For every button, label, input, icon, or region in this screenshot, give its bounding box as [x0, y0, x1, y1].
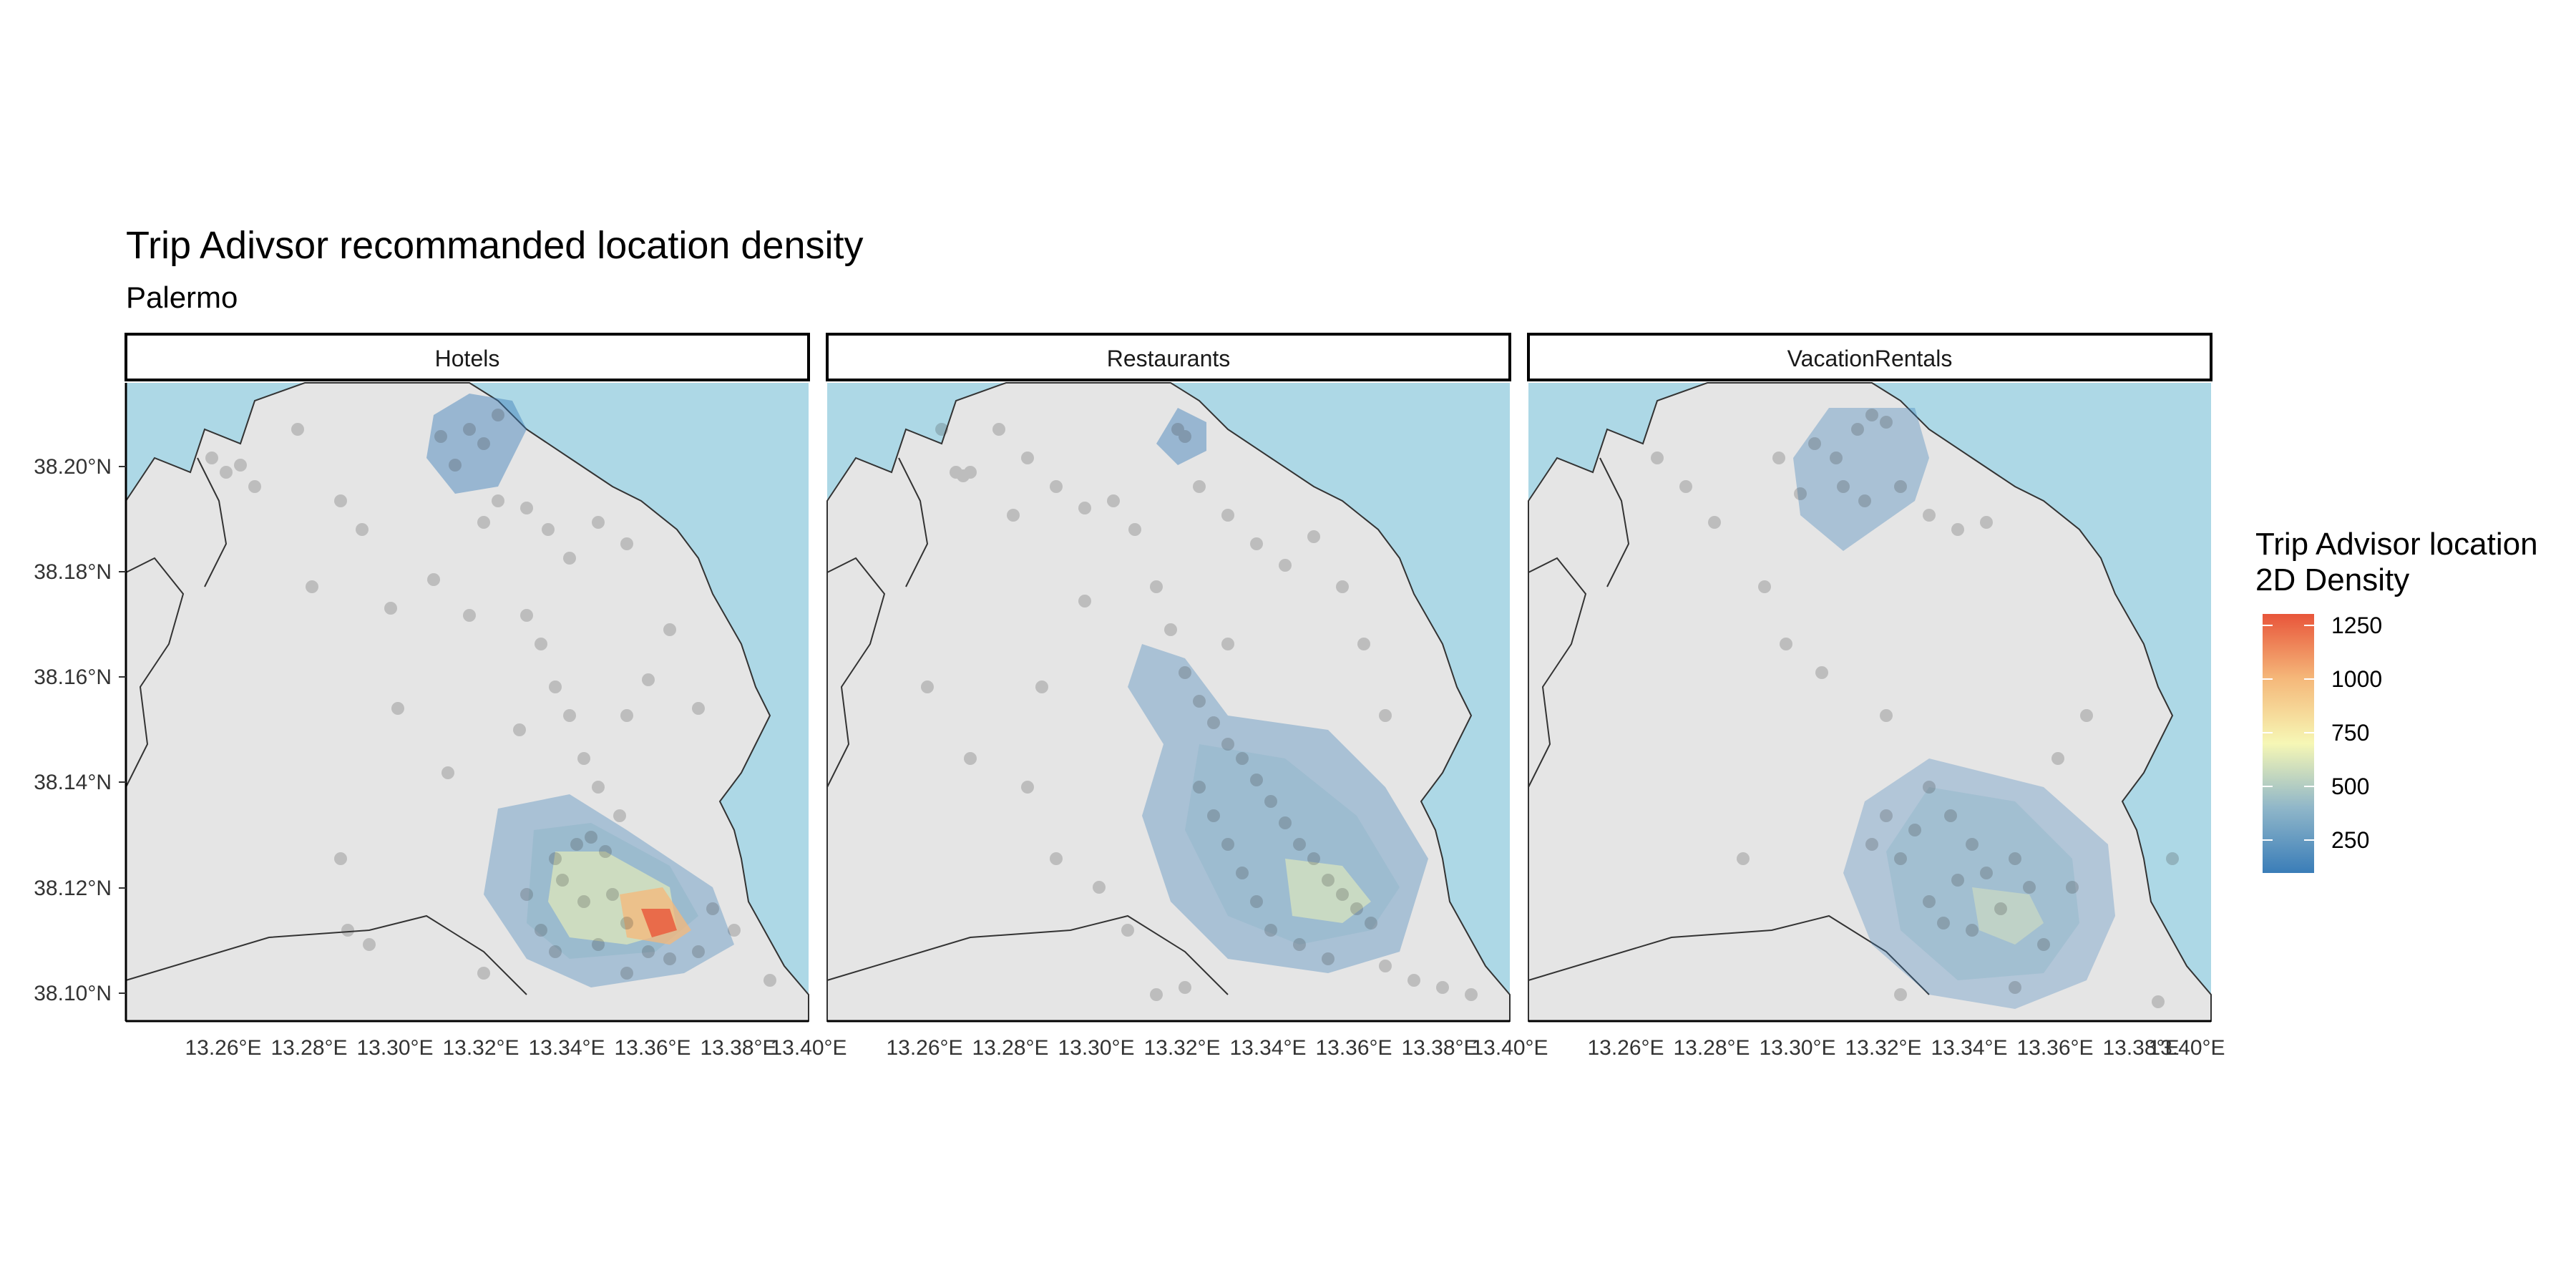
legend-label: 750: [2331, 720, 2369, 746]
x-tick-label: 13.30°E: [356, 1036, 433, 1060]
y-tick-label: 38.16°N: [34, 665, 112, 689]
x-tick-label: 13.26°E: [1587, 1036, 1664, 1060]
y-tick-label: 38.18°N: [34, 560, 112, 584]
x-tick-label: 13.36°E: [1315, 1036, 1392, 1060]
x-axis-hotels: 13.26°E 13.28°E 13.30°E 13.32°E 13.34°E …: [126, 1020, 847, 1060]
x-tick-label: 13.30°E: [1058, 1036, 1134, 1060]
x-tick-label: 13.36°E: [614, 1036, 691, 1060]
land: [1528, 382, 2212, 1022]
x-tick-label: 13.28°E: [1673, 1036, 1750, 1060]
x-tick-label: 13.32°E: [1845, 1036, 1921, 1060]
panel-restaurants: Restaurants: [826, 333, 1511, 1022]
legend-title-line2: 2D Density: [2255, 562, 2410, 597]
strip-restaurants: [826, 333, 1511, 381]
density-contour: [426, 394, 527, 494]
strip-label-hotels: Hotels: [435, 346, 500, 371]
x-tick-label: 13.26°E: [886, 1036, 962, 1060]
x-tick-label: 13.40°E: [2148, 1036, 2225, 1060]
x-tick-label: 13.34°E: [528, 1036, 605, 1060]
legend-colorbar: [2263, 614, 2314, 873]
density-contour: [641, 909, 677, 937]
x-tick-label: 13.26°E: [185, 1036, 261, 1060]
density-contour: [1886, 787, 2079, 980]
legend-label: 250: [2331, 827, 2369, 853]
x-tick-label: 13.30°E: [1759, 1036, 1835, 1060]
x-tick-label: 13.34°E: [1931, 1036, 2007, 1060]
density-contour: [1156, 408, 1206, 465]
plot-title: Trip Adivsor recommanded location densit…: [126, 224, 864, 267]
x-tick-label: 13.28°E: [270, 1036, 347, 1060]
y-tick-label: 38.14°N: [34, 771, 112, 794]
legend: 1250 1000 750 500 250: [2263, 613, 2382, 873]
admin-boundary: [898, 457, 929, 587]
y-tick-label: 38.10°N: [34, 982, 112, 1005]
panel-hotels: Hotels: [125, 333, 810, 1022]
x-tick-label: 13.28°E: [972, 1036, 1048, 1060]
density-contour: [1285, 859, 1371, 923]
panel-vacation-rentals: VacationRentals: [1527, 333, 2212, 1022]
x-tick-label: 13.38°E: [2102, 1036, 2179, 1060]
admin-boundary: [125, 557, 527, 995]
location-points: [921, 423, 1478, 1001]
y-tick-label: 38.20°N: [34, 455, 112, 479]
land: [826, 382, 1511, 1022]
legend-label: 500: [2331, 774, 2369, 799]
x-tick-label: 13.32°E: [442, 1036, 519, 1060]
x-tick-label: 13.38°E: [1401, 1036, 1478, 1060]
location-points: [205, 409, 776, 987]
density-contour: [1972, 887, 2044, 945]
x-axis-restaurants: 13.26°E 13.28°E 13.30°E 13.32°E 13.34°E …: [827, 1020, 1548, 1060]
admin-boundary: [1528, 557, 1930, 995]
y-tick-label: 38.12°N: [34, 877, 112, 900]
x-tick-label: 13.32°E: [1143, 1036, 1220, 1060]
legend-title: Trip Advisor location 2D Density: [2255, 527, 2538, 598]
strip-hotels: [125, 333, 810, 381]
density-contour: [1793, 408, 1929, 551]
strip-label-restaurants: Restaurants: [1107, 346, 1231, 371]
x-tick-label: 13.36°E: [2016, 1036, 2093, 1060]
plot-subtitle: Palermo: [126, 280, 238, 314]
x-tick-label: 13.38°E: [700, 1036, 776, 1060]
y-axis: 38.20°N 38.18°N 38.16°N 38.14°N 38.12°N …: [34, 383, 127, 1021]
location-points: [1651, 409, 2179, 1008]
x-tick-label: 13.34°E: [1229, 1036, 1306, 1060]
admin-boundary: [826, 557, 1229, 995]
strip-label-vacation-rentals: VacationRentals: [1787, 346, 1953, 371]
density-contour: [1843, 758, 2115, 1009]
legend-label: 1000: [2331, 666, 2382, 692]
x-tick-label: 13.40°E: [1471, 1036, 1548, 1060]
admin-boundary: [197, 457, 228, 587]
strip-vacation-rentals: [1527, 333, 2212, 381]
legend-label: 1250: [2331, 613, 2382, 638]
x-tick-label: 13.40°E: [770, 1036, 847, 1060]
admin-boundary: [1599, 457, 1630, 587]
x-axis-vacation-rentals: 13.26°E 13.28°E 13.30°E 13.32°E 13.34°E …: [1528, 1020, 2225, 1060]
legend-title-line1: Trip Advisor location: [2255, 527, 2538, 562]
